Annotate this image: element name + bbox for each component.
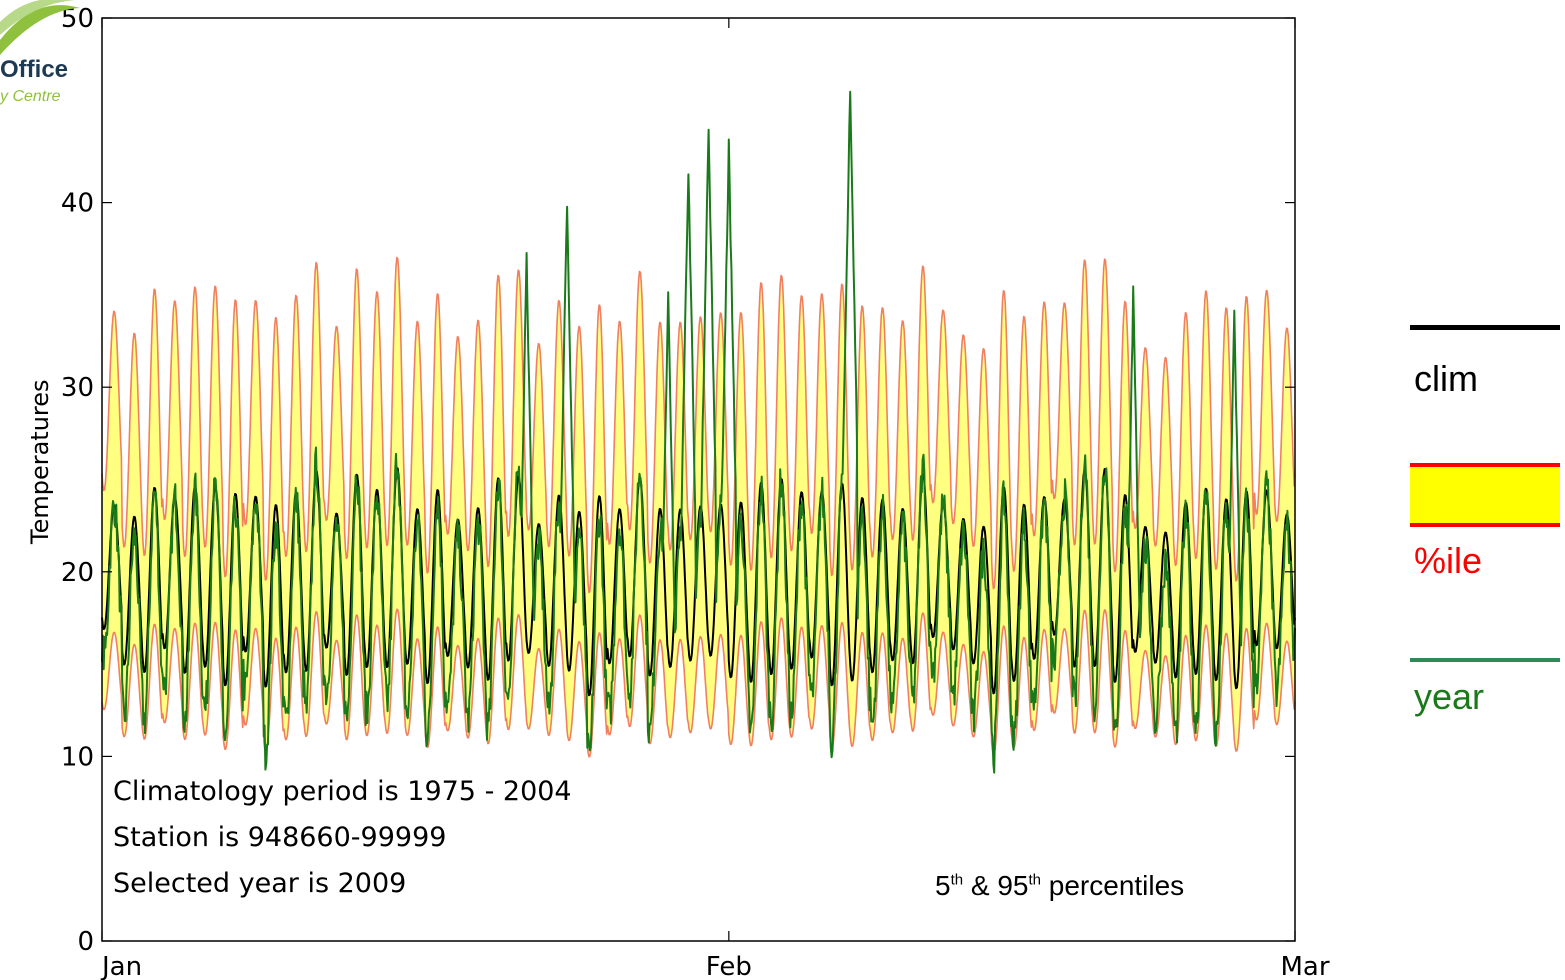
pct-note-a: 5 <box>935 870 951 901</box>
x-tick-label-2: Mar <box>1280 952 1329 980</box>
y-tick-label-2: 20 <box>61 558 94 588</box>
annotation-climatology: Climatology period is 1975 - 2004 <box>113 776 572 807</box>
y-tick-label-1: 10 <box>61 742 94 772</box>
plot-layer <box>101 90 1296 774</box>
legend-percentile-label: %ile <box>1414 540 1483 581</box>
y-tick-label-4: 40 <box>61 189 94 219</box>
y-tick-label-3: 30 <box>61 373 94 403</box>
pct-note-a-sup: th <box>950 871 964 889</box>
percentile-upper-line <box>101 256 1296 594</box>
y-axis-label: Temperatures <box>26 379 54 544</box>
pct-note-mid: & 95 <box>963 870 1029 901</box>
legend-year-line <box>1410 658 1560 662</box>
met-office-logo: Office y Centre <box>0 0 90 110</box>
pct-note-end: percentiles <box>1041 870 1185 901</box>
annotation-station: Station is 948660-99999 <box>113 822 447 853</box>
x-tick-label-0: Jan <box>100 952 142 980</box>
logo-word: Office <box>0 56 69 83</box>
year-line <box>101 90 1296 774</box>
legend-percentile-swatch <box>1410 463 1560 527</box>
logo-swoosh-icon <box>0 0 80 55</box>
plot-frame <box>101 17 1296 942</box>
x-tick-label-1: Feb <box>706 952 752 980</box>
percentile-lower-line <box>101 608 1296 758</box>
y-tick-label-0: 0 <box>77 927 94 957</box>
annotation-year: Selected year is 2009 <box>113 868 407 899</box>
logo-subtitle: y Centre <box>0 88 61 105</box>
legend-clim-label: clim <box>1414 358 1478 399</box>
legend-year-label: year <box>1414 676 1485 717</box>
pct-note-b-sup: th <box>1028 871 1041 889</box>
percentile-note: 5th & 95th percentiles <box>935 870 1184 902</box>
legend-clim-line <box>1410 325 1560 330</box>
